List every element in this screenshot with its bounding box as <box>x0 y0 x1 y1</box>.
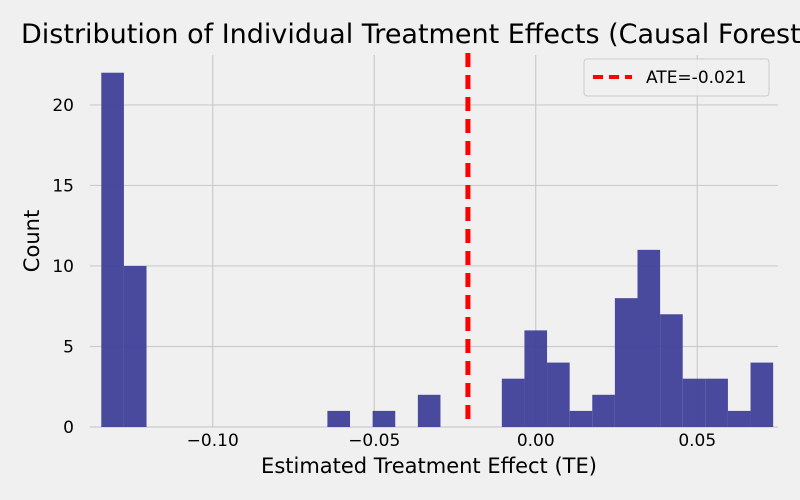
histogram-bar <box>682 378 706 427</box>
histogram-bar <box>501 378 525 427</box>
legend-box <box>583 58 770 97</box>
x-tick-label-1: −0.05 <box>348 431 400 451</box>
histogram-bar <box>750 362 774 427</box>
histogram-bar <box>101 72 124 427</box>
histogram-bar <box>327 410 351 427</box>
chart-title: Distribution of Individual Treatment Eff… <box>21 19 800 50</box>
y-tick-label-1: 5 <box>63 337 74 357</box>
y-tick-label-4: 20 <box>52 96 74 116</box>
histogram-bar <box>372 410 396 427</box>
histogram-bar <box>705 378 728 427</box>
legend-ate-label: ATE=-0.021 <box>646 68 746 88</box>
histogram-bar <box>123 265 147 427</box>
histogram-bar <box>524 330 548 427</box>
y-tick-label-2: 10 <box>52 257 74 277</box>
grid-lines <box>90 55 778 428</box>
x-tick-label-0: −0.10 <box>187 431 239 451</box>
x-tick-label-3: 0.05 <box>678 431 716 451</box>
x-axis-ticks: −0.10 −0.05 0.00 0.05 <box>187 431 716 451</box>
histogram-bar <box>614 298 638 427</box>
legend: ATE=-0.021 <box>583 58 770 97</box>
y-axis-label: Count <box>20 210 44 272</box>
histogram-bar <box>569 410 593 427</box>
y-axis-ticks: 0 5 10 15 20 <box>52 96 74 438</box>
y-tick-label-3: 15 <box>52 176 74 196</box>
histogram-bar <box>637 249 661 427</box>
histogram-bar <box>547 362 570 427</box>
x-axis-label: Estimated Treatment Effect (TE) <box>261 454 597 478</box>
histogram-bar <box>592 394 615 427</box>
histogram-bar <box>417 394 441 427</box>
histogram-bar <box>727 410 751 427</box>
x-tick-label-2: 0.00 <box>517 431 555 451</box>
y-tick-label-0: 0 <box>63 418 74 438</box>
histogram-bars <box>101 72 774 427</box>
histogram-bar <box>660 314 683 427</box>
